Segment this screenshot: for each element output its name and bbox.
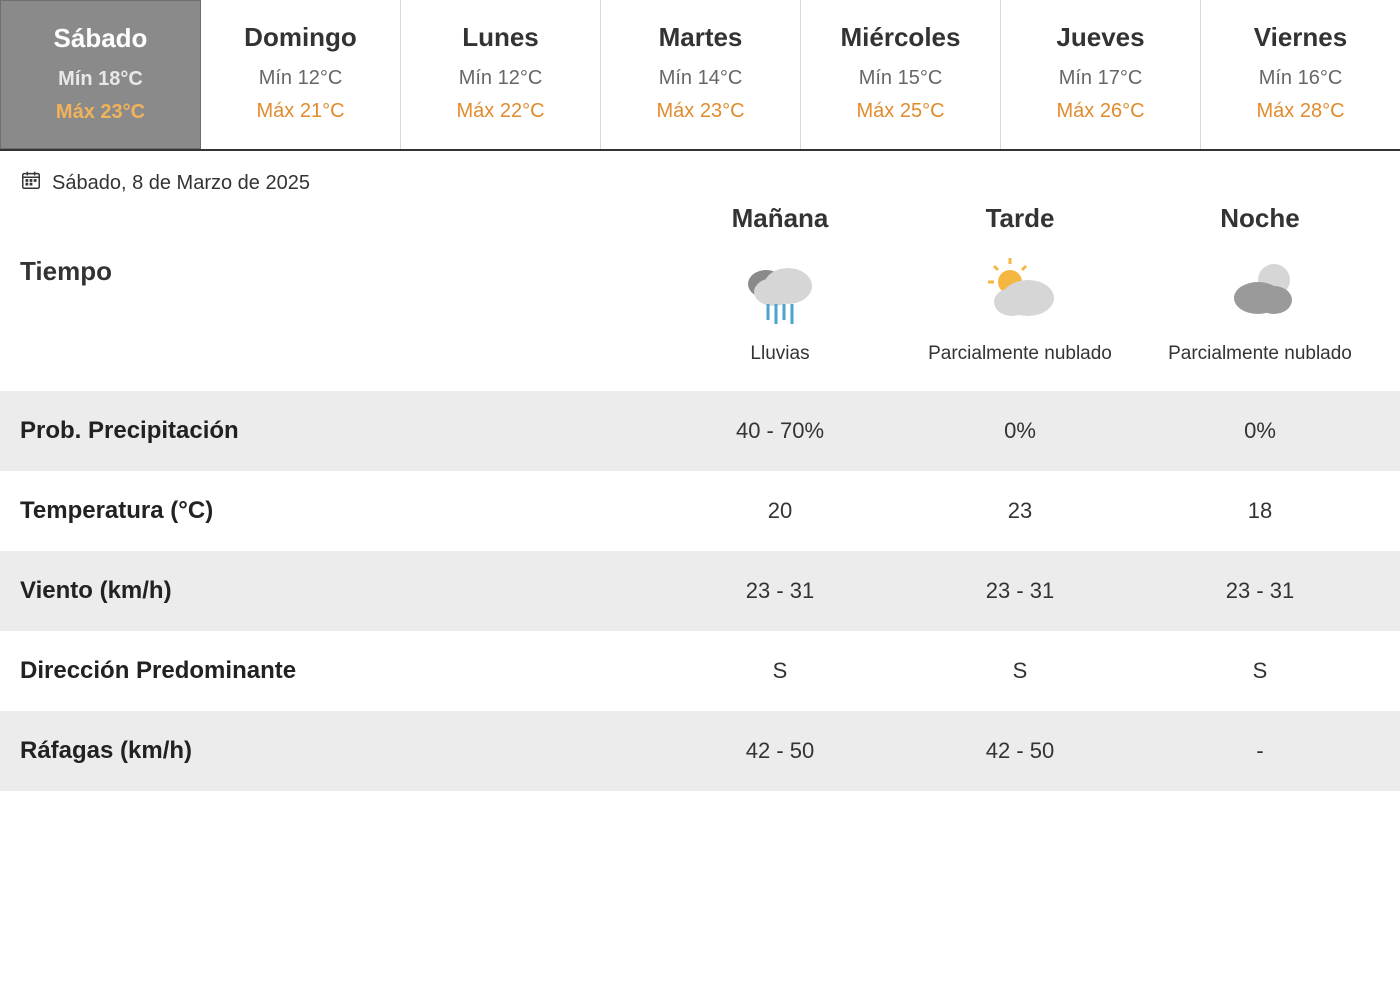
day-name: Martes [611,22,790,53]
row-wind: Viento (km/h) 23 - 31 23 - 31 23 - 31 [0,551,1400,631]
row-label: Viento (km/h) [20,577,660,605]
row-label: Ráfagas (km/h) [20,737,660,765]
row-gusts: Ráfagas (km/h) 42 - 50 42 - 50 - [0,711,1400,791]
day-max: Máx 23°C [11,101,190,124]
day-name: Viernes [1211,22,1390,53]
condition-text: Parcialmente nublado [900,342,1140,367]
day-tab-0[interactable]: Sábado Mín 18°C Máx 23°C [0,0,201,149]
day-name: Jueves [1011,22,1190,53]
period-header-row: Mañana Tarde Noche [0,203,1400,244]
day-min: Mín 12°C [411,67,590,90]
calendar-icon [20,169,42,197]
weather-widget: Sábado Mín 18°C Máx 23°C Domingo Mín 12°… [0,0,1400,791]
day-tab-3[interactable]: Martes Mín 14°C Máx 23°C [601,0,801,149]
day-min: Mín 14°C [611,67,790,90]
row-value: S [1140,658,1380,684]
row-label: Prob. Precipitación [20,417,660,445]
day-tab-5[interactable]: Jueves Mín 17°C Máx 26°C [1001,0,1201,149]
day-min: Mín 12°C [211,67,390,90]
row-value: 23 - 31 [900,578,1140,604]
day-min: Mín 17°C [1011,67,1190,90]
row-temperature: Temperatura (°C) 20 23 18 [0,471,1400,551]
period-night: Parcialmente nublado [1140,250,1380,367]
row-value: S [660,658,900,684]
day-name: Miércoles [811,22,990,53]
row-value: 40 - 70% [660,418,900,444]
row-value: 0% [900,418,1140,444]
period-header: Mañana [660,203,900,234]
day-min: Mín 18°C [11,68,190,91]
day-tabs: Sábado Mín 18°C Máx 23°C Domingo Mín 12°… [0,0,1400,151]
row-value: 18 [1140,498,1380,524]
condition-text: Lluvias [660,342,900,367]
day-min: Mín 15°C [811,67,990,90]
row-value: 23 - 31 [660,578,900,604]
day-name: Sábado [11,23,190,54]
row-value: 23 - 31 [1140,578,1380,604]
day-max: Máx 25°C [811,100,990,123]
day-tab-4[interactable]: Miércoles Mín 15°C Máx 25°C [801,0,1001,149]
day-name: Lunes [411,22,590,53]
row-direction: Dirección Predominante S S S [0,631,1400,711]
day-max: Máx 23°C [611,100,790,123]
day-tab-2[interactable]: Lunes Mín 12°C Máx 22°C [401,0,601,149]
period-morning: Lluvias [660,250,900,367]
row-label: Dirección Predominante [20,657,660,685]
row-value: 0% [1140,418,1380,444]
condition-text: Parcialmente nublado [1140,342,1380,367]
day-max: Máx 28°C [1211,100,1390,123]
row-precipitation: Prob. Precipitación 40 - 70% 0% 0% [0,391,1400,471]
row-value: S [900,658,1140,684]
day-tab-1[interactable]: Domingo Mín 12°C Máx 21°C [201,0,401,149]
row-value: 42 - 50 [660,738,900,764]
selected-date: Sábado, 8 de Marzo de 2025 [52,172,310,195]
day-max: Máx 21°C [211,100,390,123]
row-value: 23 [900,498,1140,524]
tiempo-row: Tiempo Lluvias [0,244,1400,391]
rain-icon [660,250,900,338]
period-header: Tarde [900,203,1140,234]
row-value: 42 - 50 [900,738,1140,764]
day-min: Mín 16°C [1211,67,1390,90]
day-max: Máx 26°C [1011,100,1190,123]
row-value: - [1140,738,1380,764]
period-afternoon: Parcialmente nublado [900,250,1140,367]
period-header: Noche [1140,203,1380,234]
row-label: Temperatura (°C) [20,497,660,525]
row-value: 20 [660,498,900,524]
day-name: Domingo [211,22,390,53]
tiempo-label: Tiempo [20,250,660,287]
day-tab-6[interactable]: Viernes Mín 16°C Máx 28°C [1201,0,1400,149]
day-max: Máx 22°C [411,100,590,123]
selected-date-line: Sábado, 8 de Marzo de 2025 [0,151,1400,203]
night-cloudy-icon [1140,250,1380,338]
partly-sunny-icon [900,250,1140,338]
